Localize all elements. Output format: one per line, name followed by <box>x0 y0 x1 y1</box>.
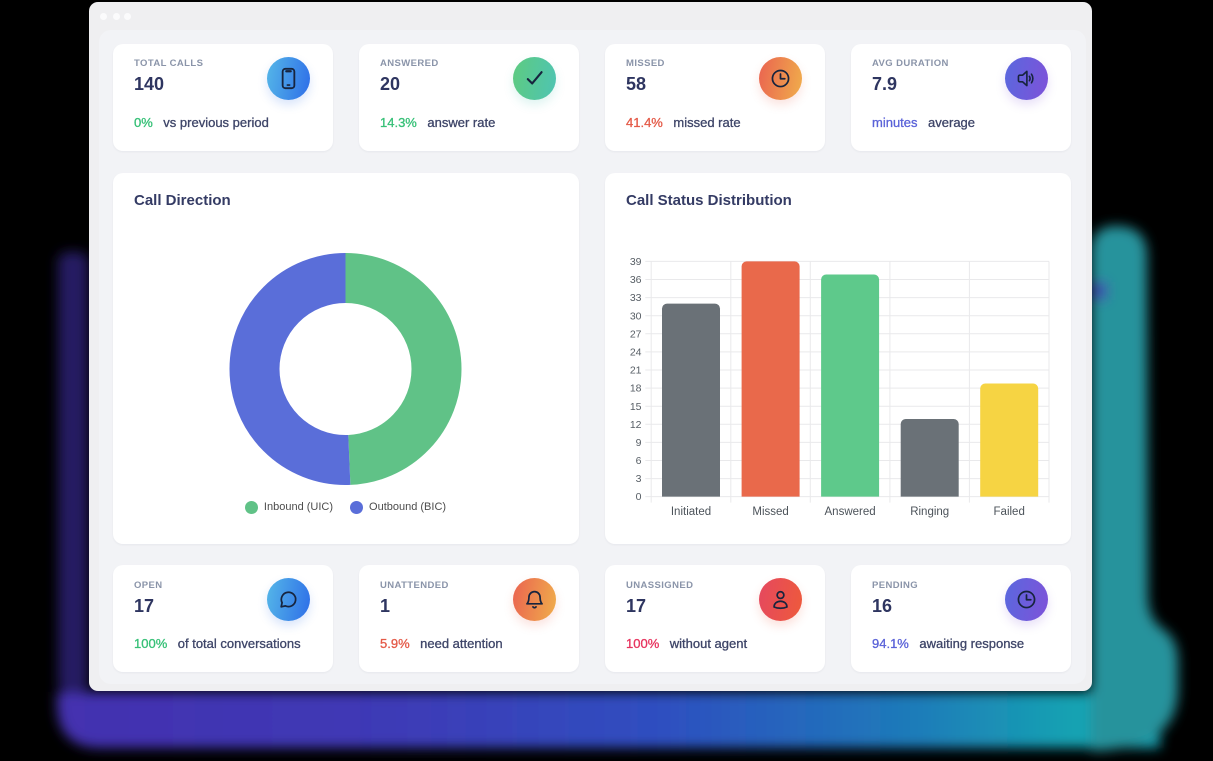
svg-text:0: 0 <box>635 491 641 503</box>
svg-text:24: 24 <box>629 346 641 358</box>
svg-text:27: 27 <box>629 328 641 340</box>
svg-text:39: 39 <box>629 256 641 268</box>
svg-text:21: 21 <box>629 364 641 376</box>
svg-text:9: 9 <box>635 437 641 449</box>
svg-text:30: 30 <box>629 310 641 322</box>
svg-text:15: 15 <box>629 400 641 412</box>
svg-text:6: 6 <box>635 455 641 467</box>
svg-text:Missed: Missed <box>752 506 788 518</box>
svg-text:Ringing: Ringing <box>910 506 949 518</box>
svg-text:36: 36 <box>629 274 641 286</box>
svg-text:Failed: Failed <box>993 506 1024 518</box>
svg-text:3: 3 <box>635 473 641 485</box>
svg-text:18: 18 <box>629 382 641 394</box>
svg-text:33: 33 <box>629 292 641 304</box>
svg-text:Answered: Answered <box>824 506 875 518</box>
svg-text:12: 12 <box>629 418 641 430</box>
svg-text:Initiated: Initiated <box>670 506 710 518</box>
